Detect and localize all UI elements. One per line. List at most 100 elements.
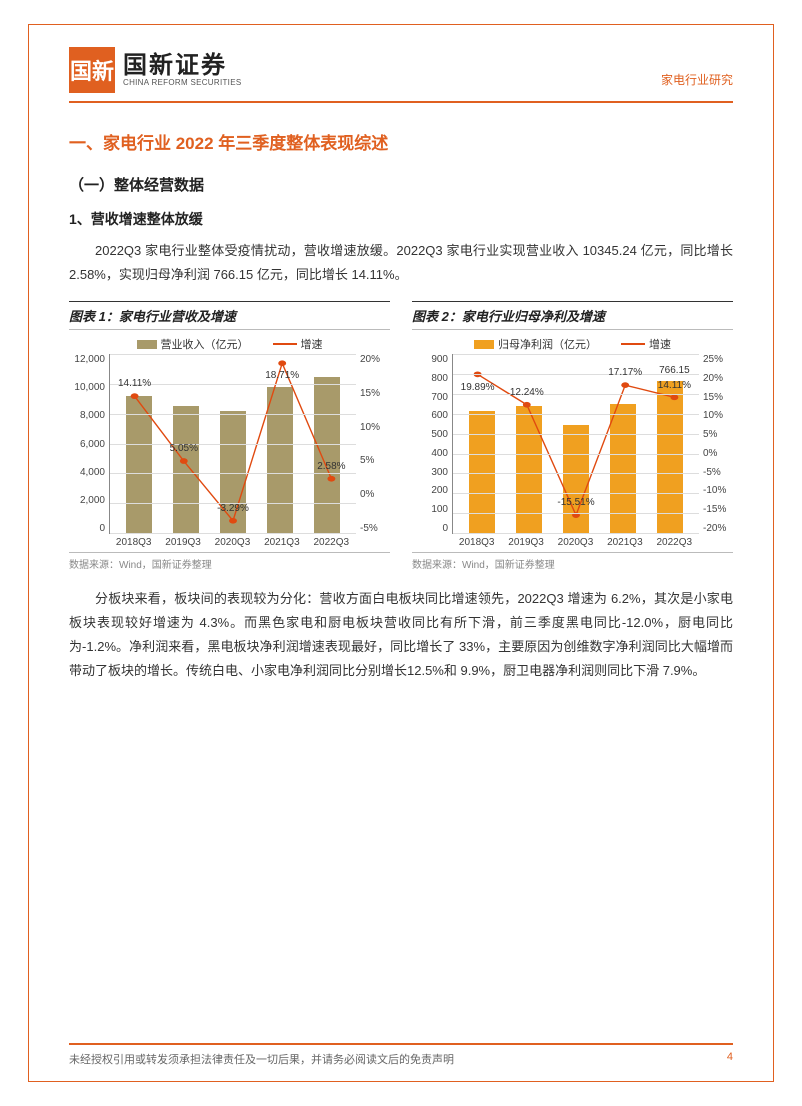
yaxis-left-tick: 700 [412,392,448,403]
line-value-label: 14.11% [118,378,151,389]
yaxis-right-tick: 10% [703,410,733,421]
yaxis-right-tick: 0% [360,489,390,500]
chart-2-title: 图表 2：家电行业归母净利及增速 [412,301,733,330]
chart-2-legend: 归母净利润（亿元） 增速 [412,334,733,354]
bar-top-label: 766.15 [659,365,690,376]
xaxis-tick: 2021Q3 [264,537,300,548]
page-inner: 国新 国新证券 CHINA REFORM SECURITIES 家电行业研究 一… [29,25,773,1081]
yaxis-left-tick: 10,000 [69,382,105,393]
xaxis-tick: 2019Q3 [165,537,201,548]
chart-1-legend: 营业收入（亿元） 增速 [69,334,390,354]
page-number: 4 [727,1051,733,1067]
yaxis-right-tick: 5% [360,455,390,466]
yaxis-right-tick: 15% [703,392,733,403]
chart-1-xaxis: 2018Q32019Q32020Q32021Q32022Q3 [109,534,356,548]
page-footer: 未经授权引用或转发须承担法律责任及一切后果，并请务必阅读文后的免责声明 4 [69,1043,733,1067]
chart-1-yaxis-right: 20%15%10%5%0%-5% [356,354,390,534]
gridline [453,434,699,435]
bar-swatch-icon [137,340,157,349]
footer-disclaimer: 未经授权引用或转发须承担法律责任及一切后果，并请务必阅读文后的免责声明 [69,1051,454,1067]
bar [220,411,246,533]
yaxis-left-tick: 6,000 [69,439,105,450]
chart-1-legend-line-label: 增速 [301,336,323,352]
xaxis-tick: 2018Q3 [459,537,495,548]
gridline [453,414,699,415]
yaxis-left-tick: 0 [69,523,105,534]
chart-1-source: 数据来源：Wind，国新证券整理 [69,552,390,571]
xaxis-tick: 2020Q3 [215,537,251,548]
chart-2-legend-line-label: 增速 [649,336,671,352]
chart-2: 图表 2：家电行业归母净利及增速 归母净利润（亿元） 增速 9008007006… [412,301,733,571]
chart-2-legend-bar-label: 归母净利润（亿元） [498,336,597,352]
gridline [453,354,699,355]
yaxis-left-tick: 12,000 [69,354,105,365]
yaxis-right-tick: -5% [360,523,390,534]
line-swatch-icon [621,343,645,345]
chart-1-title: 图表 1：家电行业营收及增速 [69,301,390,330]
gridline [110,533,356,534]
line-swatch-icon [273,343,297,345]
yaxis-left-tick: 900 [412,354,448,365]
chart-1-title-text: 家电行业营收及增速 [119,309,236,324]
line-value-label: 18.71% [265,370,299,381]
line-value-label: 19.89% [461,382,495,393]
line-value-label: 12.24% [510,387,544,398]
gridline [110,444,356,445]
chart-1-legend-line: 增速 [273,336,323,352]
brand-name-en: CHINA REFORM SECURITIES [123,78,241,87]
yaxis-right-tick: 0% [703,448,733,459]
yaxis-right-tick: 5% [703,429,733,440]
chart-1-plot: 14.11%5.05%-3.29%18.71%2.58% [109,354,356,534]
brand-name-cn: 国新证券 [123,53,241,78]
gridline [110,473,356,474]
yaxis-right-tick: 20% [703,373,733,384]
chart-1-area: 12,000 10,000 8,000 6,000 4,000 2,000 0 14.11%… [69,354,390,534]
page-frame: 国新 国新证券 CHINA REFORM SECURITIES 家电行业研究 一… [28,24,774,1082]
heading-2: （一）整体经营数据 [69,174,733,195]
bar [267,387,293,533]
xaxis-tick: 2022Q3 [313,537,349,548]
page-header: 国新 国新证券 CHINA REFORM SECURITIES 家电行业研究 [69,47,733,103]
bar [657,381,683,533]
yaxis-right-tick: -15% [703,504,733,515]
bar [563,425,589,533]
brand-logo: 国新 国新证券 CHINA REFORM SECURITIES [69,47,241,93]
gridline [453,513,699,514]
yaxis-right-tick: 25% [703,354,733,365]
yaxis-left-tick: 800 [412,373,448,384]
chart-2-area: 9008007006005004003002001000 766.1519.89… [412,354,733,534]
paragraph-2: 分板块来看，板块间的表现较为分化：营收方面白电板块同比增速领先，2022Q3 增… [69,587,733,683]
chart-1-title-prefix: 图表 1： [69,309,119,324]
yaxis-left-tick: 200 [412,485,448,496]
gridline [453,473,699,474]
yaxis-left-tick: 500 [412,429,448,440]
yaxis-left-tick: 2,000 [69,495,105,506]
chart-2-plot: 766.1519.89%12.24%-15.51%17.17%14.11% [452,354,699,534]
gridline [453,394,699,395]
bar [469,411,495,533]
line-value-label: 17.17% [608,367,642,378]
xaxis-tick: 2019Q3 [508,537,544,548]
chart-2-legend-line: 增速 [621,336,671,352]
gridline [110,414,356,415]
yaxis-left-tick: 4,000 [69,467,105,478]
paragraph-1: 2022Q3 家电行业整体受疫情扰动，营收增速放缓。2022Q3 家电行业实现营… [69,239,733,287]
yaxis-left-tick: 8,000 [69,410,105,421]
yaxis-right-tick: 20% [360,354,390,365]
heading-1: 一、家电行业 2022 年三季度整体表现综述 [69,129,733,154]
chart-2-xaxis: 2018Q32019Q32020Q32021Q32022Q3 [452,534,699,548]
line-value-label: -15.51% [557,497,594,508]
yaxis-right-tick: 15% [360,388,390,399]
brand-mark-icon: 国新 [69,47,115,93]
xaxis-tick: 2022Q3 [656,537,692,548]
gridline [453,493,699,494]
chart-1-yaxis-left: 12,000 10,000 8,000 6,000 4,000 2,000 0 [69,354,109,534]
yaxis-left-tick: 300 [412,467,448,478]
chart-2-title-text: 家电行业归母净利及增速 [462,309,605,324]
yaxis-left-tick: 400 [412,448,448,459]
bar [126,396,152,533]
xaxis-tick: 2021Q3 [607,537,643,548]
yaxis-right-tick: -20% [703,523,733,534]
gridline [453,533,699,534]
bar [173,406,199,533]
